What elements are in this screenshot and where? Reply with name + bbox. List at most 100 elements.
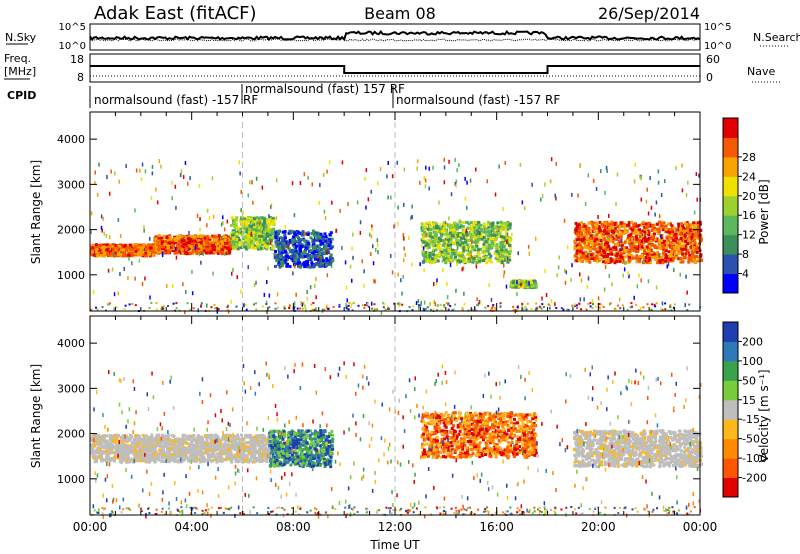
echo-2 <box>267 241 271 245</box>
clutter-point <box>575 304 578 307</box>
echo-0 <box>104 243 107 247</box>
echo-6 <box>697 243 701 247</box>
scatter-point <box>223 227 226 232</box>
echo-4 <box>444 261 448 265</box>
echo-6 <box>693 241 697 245</box>
echo-6 <box>628 226 632 230</box>
echo-6 <box>675 246 679 250</box>
echo-6 <box>655 251 659 255</box>
echo-1 <box>156 243 160 247</box>
echo-2 <box>237 238 241 242</box>
echo-2 <box>248 231 252 235</box>
clutter-point <box>227 304 230 307</box>
echo-4 <box>477 220 481 224</box>
scatter-point <box>685 193 688 198</box>
echo-6 <box>595 225 599 229</box>
scatter-point <box>150 196 153 201</box>
echo-0 <box>138 251 141 254</box>
echo-6 <box>685 248 689 252</box>
scatter-point <box>608 213 610 218</box>
echo-4 <box>476 229 479 233</box>
echo-3 <box>331 258 335 262</box>
echo-6 <box>591 221 595 225</box>
scatter-point <box>309 285 312 290</box>
clutter-point <box>461 307 464 309</box>
echo-5 <box>510 283 514 287</box>
echo-1 <box>197 244 201 248</box>
echo-6 <box>681 224 685 227</box>
echo-4 <box>460 245 463 249</box>
scatter-point <box>660 193 663 197</box>
echo-1 <box>179 239 183 243</box>
y-tick-label: 4000 <box>57 133 85 146</box>
echo-6 <box>634 256 638 260</box>
echo-2 <box>266 245 270 249</box>
echo-6 <box>645 252 649 256</box>
echo-4 <box>508 245 512 249</box>
echo-6 <box>614 245 618 249</box>
echo-6 <box>662 239 666 243</box>
echo-6 <box>647 221 651 225</box>
echo-6 <box>576 235 580 239</box>
y-tick-label: 2000 <box>57 224 85 237</box>
echo-3 <box>323 232 327 236</box>
clutter-point <box>526 302 529 305</box>
echo-6 <box>580 228 583 232</box>
clutter-point <box>436 309 439 312</box>
echo-4 <box>462 257 466 261</box>
echo-4 <box>449 257 453 261</box>
echo-3 <box>317 232 321 236</box>
echo-4 <box>481 256 485 260</box>
clutter-point <box>90 308 93 311</box>
echo-2 <box>271 222 275 226</box>
scatter-point <box>352 232 354 237</box>
scatter-point <box>100 225 103 230</box>
scatter-point <box>673 268 675 273</box>
echo-3 <box>278 265 282 269</box>
scatter-point <box>587 276 590 281</box>
echo-3 <box>288 265 292 268</box>
echo-4 <box>495 249 499 253</box>
clutter-point <box>595 305 597 308</box>
echo-2 <box>235 238 239 241</box>
echo-6 <box>611 237 615 241</box>
echo-6 <box>644 222 648 226</box>
echo-3 <box>277 262 281 266</box>
scatter-point <box>110 169 112 174</box>
echo-4 <box>440 250 444 254</box>
echo-0 <box>149 247 153 251</box>
echo-3 <box>322 251 326 255</box>
echo-4 <box>494 226 498 230</box>
clutter-point <box>443 304 446 307</box>
echo-4 <box>506 224 510 228</box>
scatter-point <box>584 201 587 206</box>
scatter-point <box>171 180 173 185</box>
clutter-point <box>661 309 664 311</box>
echo-6 <box>581 225 585 229</box>
echo-0 <box>130 252 134 256</box>
scatter-point <box>315 235 317 240</box>
echo-3 <box>299 238 303 241</box>
echo-6 <box>578 232 582 236</box>
echo-6 <box>680 238 684 242</box>
scatter-point <box>377 250 379 255</box>
echo-4 <box>441 239 445 243</box>
echo-6 <box>679 226 683 230</box>
clutter-point <box>325 304 328 307</box>
echo-0 <box>96 250 100 254</box>
echo-1 <box>208 247 212 251</box>
clutter-point <box>283 305 286 308</box>
echo-1 <box>185 244 189 248</box>
scatter-point <box>603 287 606 292</box>
echo-6 <box>619 231 623 235</box>
echo-6 <box>654 257 658 261</box>
echo-3 <box>291 241 295 244</box>
echo-0 <box>126 246 130 250</box>
echo-4 <box>462 230 466 234</box>
echo-2 <box>251 241 255 245</box>
clutter-point <box>348 302 351 305</box>
echo-6 <box>688 227 692 231</box>
echo-3 <box>292 235 296 239</box>
echo-1 <box>207 248 211 252</box>
